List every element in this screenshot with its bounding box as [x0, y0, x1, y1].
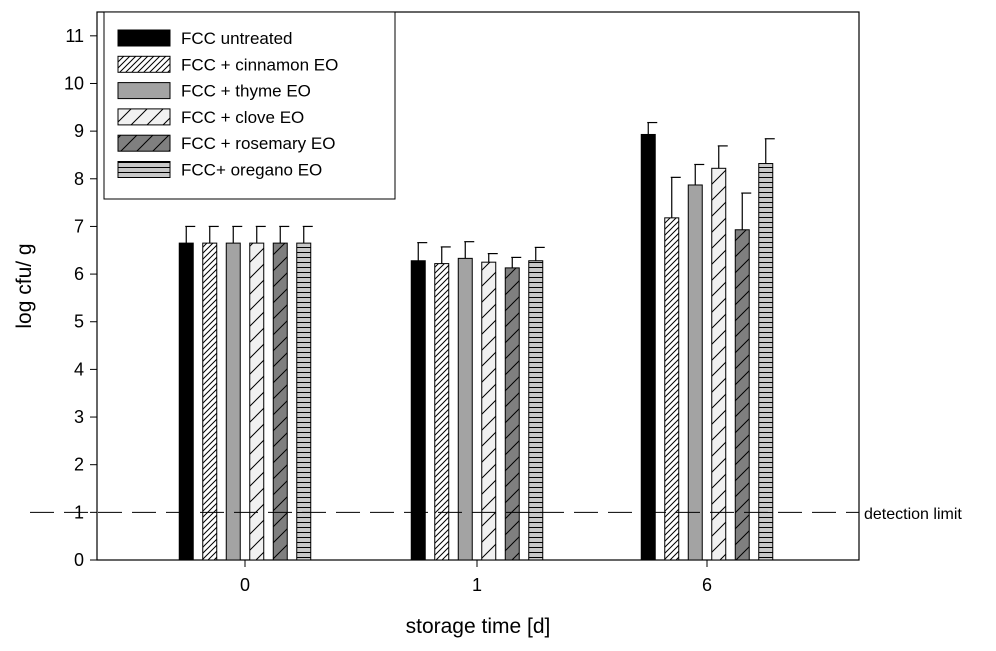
bars — [178, 121, 775, 561]
x-tick-label: 6 — [702, 575, 712, 595]
y-tick-label: 10 — [64, 73, 84, 93]
bar-pattern — [528, 260, 543, 560]
x-tick-label: 1 — [472, 575, 482, 595]
legend-swatch-pattern — [118, 56, 170, 73]
legend-swatch-outline — [117, 108, 171, 126]
legend-swatch-outline — [117, 29, 171, 47]
bar — [179, 243, 194, 560]
legend-swatch-pattern — [118, 135, 170, 152]
legend-swatch-pattern — [118, 161, 170, 178]
bar — [688, 184, 703, 560]
legend-swatch-outline — [117, 55, 171, 73]
legend-swatch-outline — [117, 161, 171, 178]
bar — [458, 258, 473, 560]
legend-swatch-outline — [117, 134, 171, 152]
bar-pattern — [711, 168, 726, 560]
bar — [641, 134, 656, 561]
legend-swatch-pattern — [118, 108, 170, 125]
bar-pattern — [664, 217, 679, 560]
y-tick-label: 9 — [74, 121, 84, 141]
x-axis-title: storage time [d] — [406, 615, 551, 638]
y-tick-label: 11 — [65, 26, 84, 46]
legend-label: FCC + thyme EO — [181, 82, 311, 101]
y-tick-label: 0 — [74, 550, 84, 570]
legend-label: FCC untreated — [181, 29, 293, 48]
bar-pattern — [434, 263, 449, 560]
bar — [226, 243, 241, 560]
legend-swatch — [118, 30, 170, 46]
y-tick-label: 5 — [74, 312, 84, 332]
legend-label: FCC + rosemary EO — [181, 134, 335, 153]
legend-label: FCC + clove EO — [181, 108, 304, 127]
plot-area — [96, 11, 860, 561]
legend: FCC untreated FCC + cinnamon EO FCC + thym… — [103, 11, 396, 200]
bar-pattern — [296, 243, 311, 560]
y-tick-label: 3 — [74, 407, 84, 427]
bar-pattern — [735, 229, 750, 560]
bar-pattern — [249, 243, 264, 560]
bar — [411, 260, 426, 560]
bar-pattern — [758, 163, 773, 560]
bar-pattern — [273, 243, 288, 560]
y-tick-label: 6 — [74, 264, 84, 284]
legend-label: FCC + cinnamon EO — [181, 55, 338, 74]
legend-swatch — [118, 82, 170, 99]
y-tick-label: 4 — [74, 359, 84, 379]
x-tick-label: 0 — [240, 575, 250, 595]
y-tick-label: 2 — [74, 455, 84, 475]
bar-pattern — [481, 262, 496, 560]
legend-swatch-outline — [117, 82, 171, 100]
bar-pattern — [202, 243, 217, 560]
y-tick-label: 8 — [74, 169, 84, 189]
x-axis: 0 1 6 — [240, 560, 712, 595]
detection-limit-label: detection limit — [864, 506, 962, 523]
y-tick-label: 7 — [74, 216, 84, 236]
bar-pattern — [505, 267, 520, 560]
legend-label: FCC+ oregano EO — [181, 161, 322, 180]
y-axis-title: log cfu/ g — [13, 243, 36, 328]
